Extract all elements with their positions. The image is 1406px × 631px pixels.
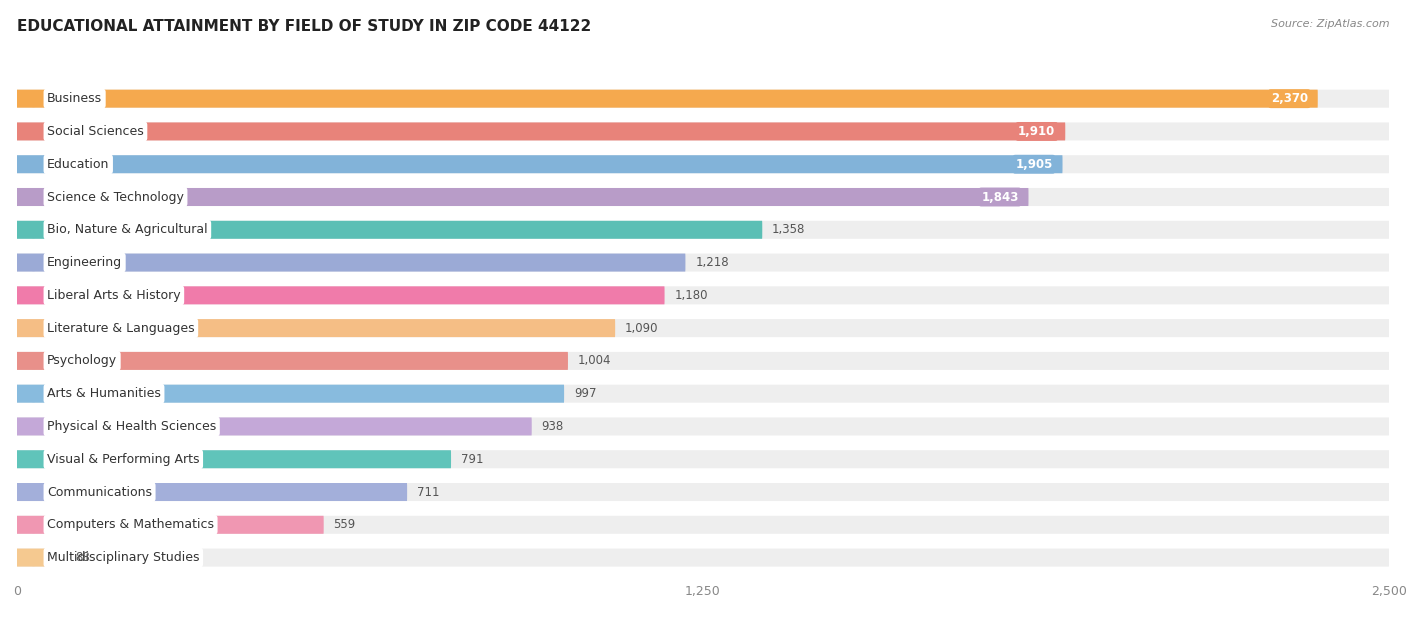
Text: 1,905: 1,905 bbox=[1015, 158, 1053, 171]
FancyBboxPatch shape bbox=[17, 188, 1029, 206]
Text: 791: 791 bbox=[461, 452, 484, 466]
Text: 1,004: 1,004 bbox=[578, 355, 612, 367]
FancyBboxPatch shape bbox=[17, 548, 65, 567]
FancyBboxPatch shape bbox=[17, 418, 1389, 435]
FancyBboxPatch shape bbox=[17, 90, 1317, 108]
Text: Visual & Performing Arts: Visual & Performing Arts bbox=[46, 452, 200, 466]
FancyBboxPatch shape bbox=[17, 122, 1389, 141]
Text: 1,180: 1,180 bbox=[675, 289, 709, 302]
Text: Communications: Communications bbox=[46, 485, 152, 498]
Text: Bio, Nature & Agricultural: Bio, Nature & Agricultural bbox=[46, 223, 208, 236]
Text: Engineering: Engineering bbox=[46, 256, 122, 269]
Text: 1,090: 1,090 bbox=[626, 322, 658, 334]
Text: Social Sciences: Social Sciences bbox=[46, 125, 143, 138]
FancyBboxPatch shape bbox=[17, 516, 1389, 534]
FancyBboxPatch shape bbox=[17, 122, 1066, 141]
FancyBboxPatch shape bbox=[17, 352, 1389, 370]
Text: 1,218: 1,218 bbox=[696, 256, 728, 269]
Text: Psychology: Psychology bbox=[46, 355, 117, 367]
Text: Computers & Mathematics: Computers & Mathematics bbox=[46, 518, 214, 531]
Text: Physical & Health Sciences: Physical & Health Sciences bbox=[46, 420, 217, 433]
FancyBboxPatch shape bbox=[17, 352, 568, 370]
Text: EDUCATIONAL ATTAINMENT BY FIELD OF STUDY IN ZIP CODE 44122: EDUCATIONAL ATTAINMENT BY FIELD OF STUDY… bbox=[17, 19, 591, 34]
FancyBboxPatch shape bbox=[17, 548, 1389, 567]
FancyBboxPatch shape bbox=[17, 254, 1389, 271]
Text: 1,910: 1,910 bbox=[1018, 125, 1056, 138]
Text: 88: 88 bbox=[75, 551, 90, 564]
FancyBboxPatch shape bbox=[17, 483, 1389, 501]
FancyBboxPatch shape bbox=[17, 516, 323, 534]
Text: 938: 938 bbox=[541, 420, 564, 433]
Text: Arts & Humanities: Arts & Humanities bbox=[46, 387, 160, 400]
FancyBboxPatch shape bbox=[17, 90, 1389, 108]
Text: Business: Business bbox=[46, 92, 103, 105]
Text: 1,843: 1,843 bbox=[981, 191, 1018, 204]
Text: 2,370: 2,370 bbox=[1271, 92, 1308, 105]
Text: Literature & Languages: Literature & Languages bbox=[46, 322, 194, 334]
Text: 711: 711 bbox=[418, 485, 440, 498]
Text: 559: 559 bbox=[333, 518, 356, 531]
Text: Source: ZipAtlas.com: Source: ZipAtlas.com bbox=[1271, 19, 1389, 29]
Text: Multidisciplinary Studies: Multidisciplinary Studies bbox=[46, 551, 200, 564]
Text: Science & Technology: Science & Technology bbox=[46, 191, 184, 204]
FancyBboxPatch shape bbox=[17, 286, 665, 304]
Text: 997: 997 bbox=[574, 387, 596, 400]
FancyBboxPatch shape bbox=[17, 221, 762, 239]
FancyBboxPatch shape bbox=[17, 319, 1389, 337]
FancyBboxPatch shape bbox=[17, 155, 1389, 174]
FancyBboxPatch shape bbox=[17, 221, 1389, 239]
FancyBboxPatch shape bbox=[17, 188, 1389, 206]
FancyBboxPatch shape bbox=[17, 451, 451, 468]
FancyBboxPatch shape bbox=[17, 483, 408, 501]
FancyBboxPatch shape bbox=[17, 155, 1063, 174]
Text: Liberal Arts & History: Liberal Arts & History bbox=[46, 289, 181, 302]
FancyBboxPatch shape bbox=[17, 385, 1389, 403]
FancyBboxPatch shape bbox=[17, 254, 686, 271]
FancyBboxPatch shape bbox=[17, 319, 616, 337]
FancyBboxPatch shape bbox=[17, 286, 1389, 304]
FancyBboxPatch shape bbox=[17, 418, 531, 435]
FancyBboxPatch shape bbox=[17, 451, 1389, 468]
Text: 1,358: 1,358 bbox=[772, 223, 806, 236]
FancyBboxPatch shape bbox=[17, 385, 564, 403]
Text: Education: Education bbox=[46, 158, 110, 171]
